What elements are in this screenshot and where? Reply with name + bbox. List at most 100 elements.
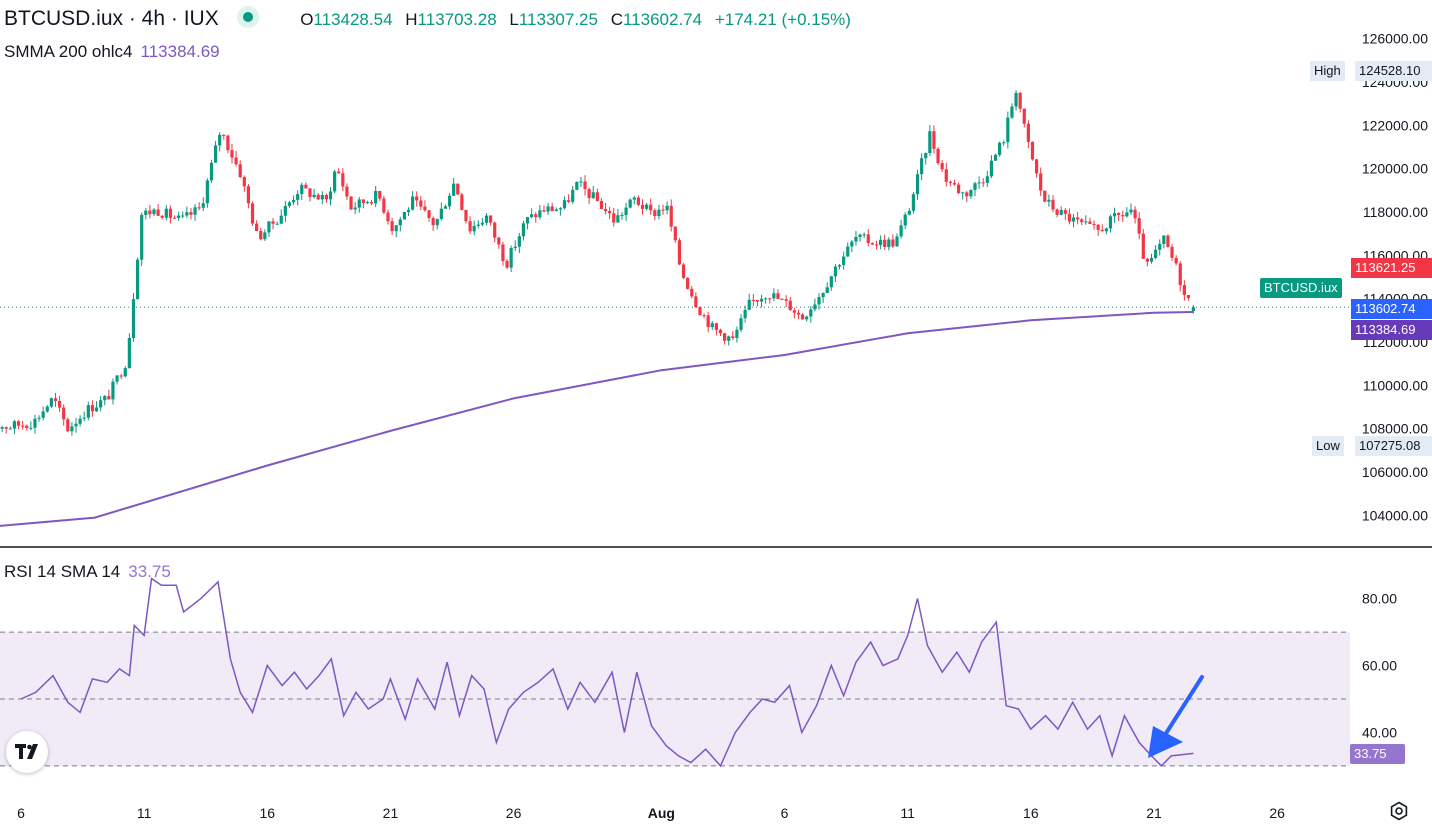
price-change: +174.21 (+0.15%) (714, 10, 851, 29)
candle-body (603, 209, 608, 212)
time-tick-label: 21 (383, 805, 399, 821)
candle-body (796, 312, 801, 315)
candle-body (562, 200, 567, 209)
candle-body (681, 264, 686, 278)
candle-body (800, 314, 805, 320)
candle-body (936, 148, 940, 164)
ohlc-values: O113428.54 H113703.28 L113307.25 C113602… (274, 10, 851, 29)
candle-body (567, 200, 571, 202)
candle-body (645, 204, 649, 209)
candle-body (1121, 215, 1125, 217)
candle-body (37, 417, 41, 419)
candle-body (735, 329, 739, 338)
candle-body (792, 310, 796, 313)
candle-body (628, 199, 632, 208)
candle-body (489, 215, 493, 223)
candle-body (394, 225, 398, 232)
candle-body (620, 215, 624, 217)
candle-body (411, 196, 415, 210)
settings-gear-icon[interactable] (1389, 801, 1409, 821)
candle-body (944, 169, 948, 182)
candle-body (862, 234, 866, 236)
rsi-legend[interactable]: RSI 14 SMA 14 33.75 (4, 562, 171, 582)
candle-body (447, 195, 452, 207)
high-label: H (405, 10, 418, 29)
candle-body (850, 241, 854, 247)
candle-body (259, 230, 263, 240)
market-status-icon[interactable] (237, 6, 260, 28)
candle-body (107, 396, 111, 400)
rsi-legend-name[interactable]: RSI 14 SMA 14 (4, 562, 121, 581)
candle-body (365, 202, 370, 204)
candle-body (33, 418, 37, 428)
smma-legend-name[interactable]: SMMA 200 ohlc4 (4, 42, 133, 61)
candle-body (115, 375, 119, 382)
symbol-price-tag[interactable]: BTCUSD.iux (1260, 278, 1342, 298)
candle-body (283, 206, 287, 216)
candle-body (1100, 229, 1104, 232)
candle-body (312, 194, 316, 198)
tradingview-logo-icon[interactable] (6, 731, 48, 773)
candle-body (29, 427, 33, 429)
candle-body (99, 400, 103, 408)
low-value: 113307.25 (518, 10, 598, 29)
candle-body (291, 199, 296, 203)
candle-body (546, 206, 550, 212)
candle-body (784, 299, 788, 301)
candle-body (456, 183, 460, 195)
candle-body (1088, 221, 1092, 224)
candle-body (468, 221, 472, 232)
candle-body (755, 299, 760, 302)
candle-body (973, 183, 977, 191)
candle-body (854, 236, 858, 242)
candle-body (16, 421, 21, 426)
candle-body (874, 244, 879, 246)
candle-body (144, 210, 148, 215)
candle-body (1133, 209, 1137, 219)
candle-body (246, 186, 251, 204)
candle-body (998, 142, 1002, 155)
candle-body (538, 210, 542, 218)
candle-body (238, 164, 242, 178)
candlestick-series (0, 90, 1195, 436)
candle-body (1191, 307, 1195, 312)
candle-body (993, 154, 998, 161)
candle-body (205, 180, 209, 204)
time-tick-label: 16 (260, 805, 276, 821)
candle-body (103, 396, 107, 401)
price-tick-label: 110000.00 (1363, 377, 1428, 393)
candle-body (480, 222, 485, 225)
candle-body (111, 381, 115, 400)
candle-body (1080, 219, 1084, 223)
candle-body (168, 208, 173, 218)
candle-body (809, 309, 813, 317)
price-tick-label: 104000.00 (1362, 507, 1428, 523)
candle-body (1186, 295, 1191, 298)
candle-body (702, 315, 706, 317)
candle-body (1034, 159, 1039, 174)
candle-body (1055, 209, 1059, 215)
candle-body (915, 174, 920, 195)
candle-body (550, 206, 554, 212)
time-axis[interactable]: 6 11 16 21 26 Aug 6 11 16 21 26 (17, 805, 1285, 821)
candle-body (1170, 246, 1174, 258)
candle-body (177, 215, 181, 218)
candle-body (234, 157, 238, 165)
symbol-legend[interactable]: BTCUSD.iux · 4h · IUX O113428.54 H113703… (4, 6, 851, 31)
candle-body (1166, 235, 1170, 247)
rsi-axis[interactable]: 40.00 60.00 80.00 (1362, 591, 1397, 741)
candle-body (718, 329, 723, 334)
candle-body (263, 232, 267, 240)
candle-body (74, 423, 78, 427)
symbol-title[interactable]: BTCUSD.iux · 4h · IUX (4, 7, 219, 30)
candle-body (439, 208, 443, 220)
candle-body (382, 198, 386, 213)
candle-body (1039, 173, 1043, 191)
candle-body (361, 199, 365, 203)
candle-body (242, 177, 246, 187)
candle-body (464, 209, 468, 222)
candle-body (530, 214, 534, 218)
smma-legend[interactable]: SMMA 200 ohlc4 113384.69 (4, 42, 220, 62)
candle-body (119, 375, 123, 377)
